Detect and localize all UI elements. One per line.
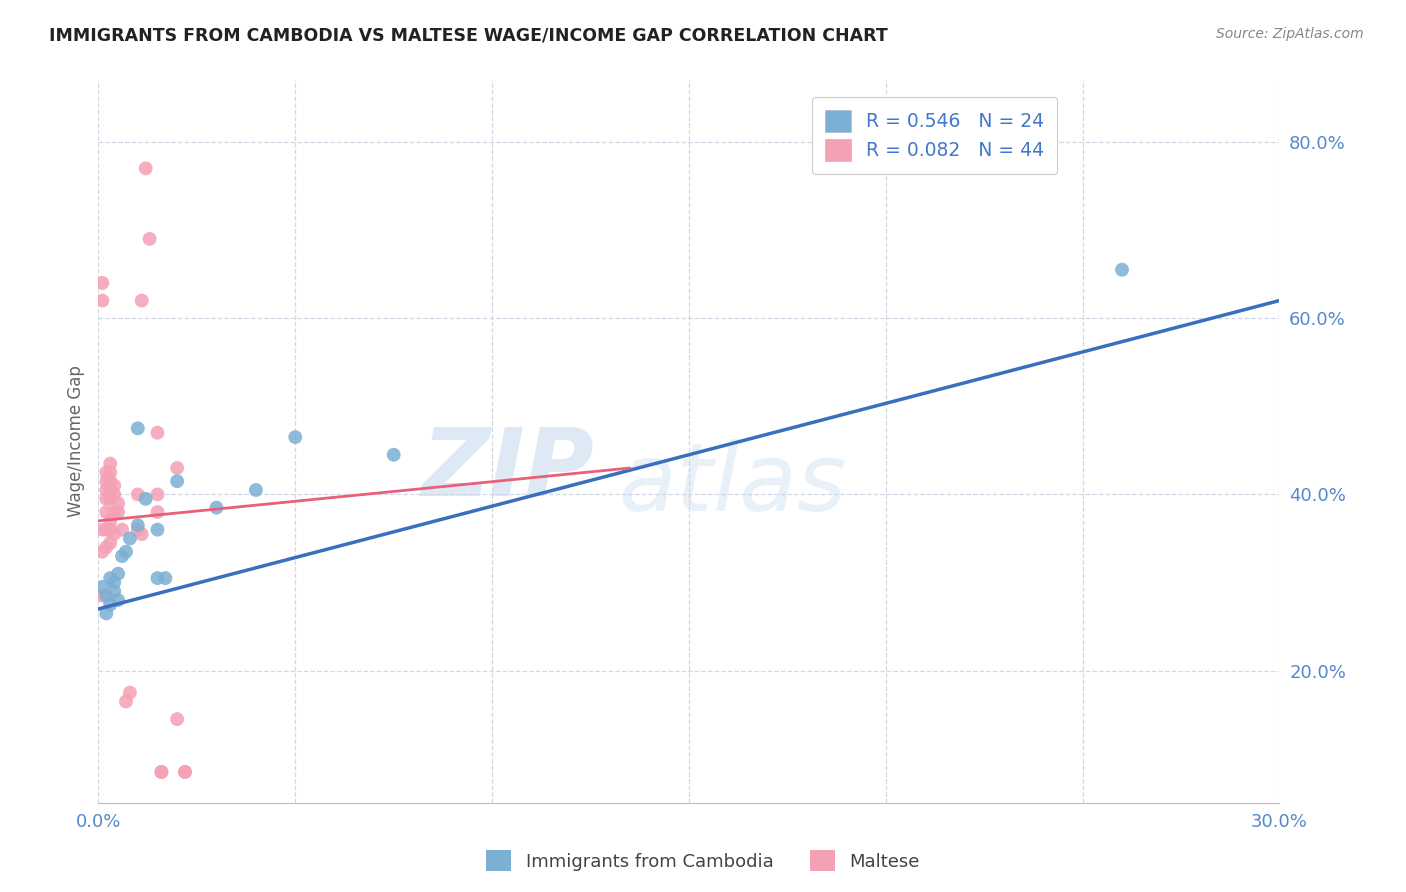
Point [107, 566, 129, 581]
Point [91, 580, 114, 594]
Point [98, 571, 121, 585]
Point [98, 536, 121, 550]
Point [205, 500, 228, 515]
Point [135, 491, 157, 506]
Point [131, 527, 153, 541]
Legend: R = 0.546   N = 24, R = 0.082   N = 44: R = 0.546 N = 24, R = 0.082 N = 44 [811, 97, 1057, 174]
Text: atlas: atlas [619, 440, 846, 531]
Point [96, 607, 118, 621]
Point [98, 514, 121, 528]
Text: ZIP: ZIP [422, 425, 595, 516]
Point [245, 483, 267, 497]
Text: Source: ZipAtlas.com: Source: ZipAtlas.com [1216, 27, 1364, 41]
Point [118, 532, 141, 546]
Point [91, 523, 114, 537]
Point [150, 764, 173, 779]
Point [174, 764, 197, 779]
Point [382, 448, 405, 462]
Point [107, 593, 129, 607]
Point [96, 523, 118, 537]
Point [127, 518, 149, 533]
Point [107, 496, 129, 510]
Point [111, 549, 134, 563]
Point [127, 487, 149, 501]
Point [91, 293, 114, 308]
Point [146, 487, 169, 501]
Point [91, 276, 114, 290]
Point [98, 523, 121, 537]
Text: IMMIGRANTS FROM CAMBODIA VS MALTESE WAGE/INCOME GAP CORRELATION CHART: IMMIGRANTS FROM CAMBODIA VS MALTESE WAGE… [49, 27, 889, 45]
Point [96, 541, 118, 555]
Point [91, 589, 114, 603]
Point [1111, 262, 1133, 277]
Point [111, 523, 134, 537]
Point [284, 430, 307, 444]
Point [98, 491, 121, 506]
Point [146, 425, 169, 440]
Point [103, 575, 125, 590]
Point [135, 161, 157, 176]
Point [98, 474, 121, 488]
Point [103, 584, 125, 599]
Point [146, 505, 169, 519]
Point [98, 598, 121, 612]
Point [103, 527, 125, 541]
Point [98, 483, 121, 497]
Point [138, 232, 160, 246]
Point [96, 483, 118, 497]
Y-axis label: Wage/Income Gap: Wage/Income Gap [66, 366, 84, 517]
Point [96, 589, 118, 603]
Point [166, 461, 188, 475]
Point [115, 544, 138, 558]
Point [96, 466, 118, 480]
Point [127, 421, 149, 435]
Point [115, 694, 138, 708]
Point [103, 505, 125, 519]
Point [166, 474, 188, 488]
Point [103, 478, 125, 492]
Point [127, 523, 149, 537]
Point [166, 712, 188, 726]
Point [150, 764, 173, 779]
Legend: Immigrants from Cambodia, Maltese: Immigrants from Cambodia, Maltese [479, 843, 927, 879]
Point [98, 457, 121, 471]
Point [91, 544, 114, 558]
Point [96, 505, 118, 519]
Point [118, 686, 141, 700]
Point [174, 764, 197, 779]
Point [131, 293, 153, 308]
Point [107, 505, 129, 519]
Point [103, 487, 125, 501]
Point [155, 571, 177, 585]
Point [98, 466, 121, 480]
Point [96, 491, 118, 506]
Point [146, 523, 169, 537]
Point [96, 474, 118, 488]
Point [146, 571, 169, 585]
